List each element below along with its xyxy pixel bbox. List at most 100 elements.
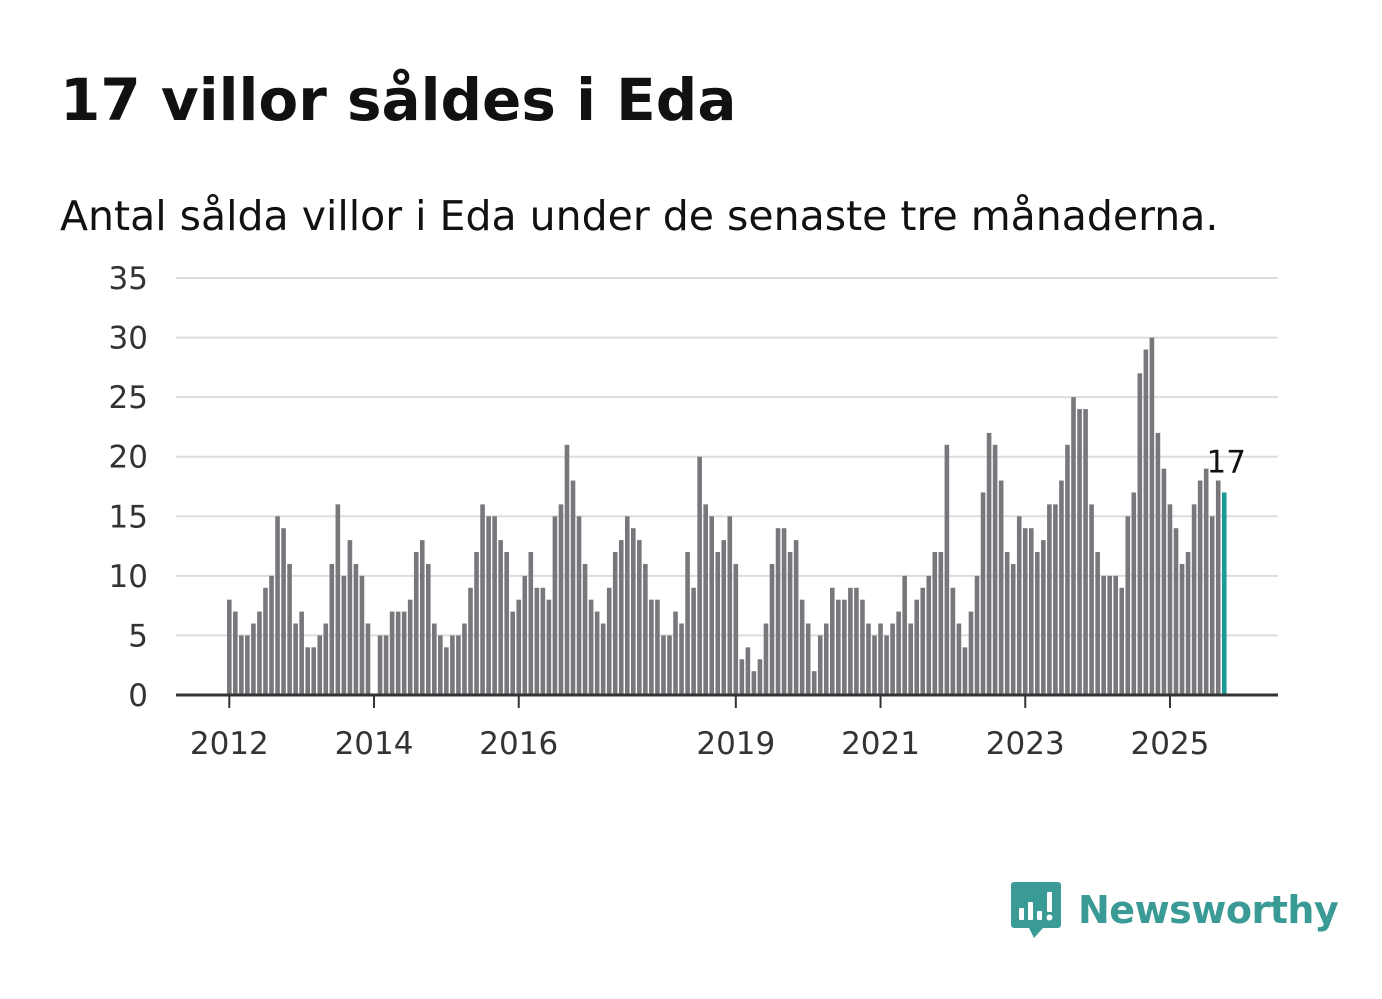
bar [1173,528,1179,695]
bar [715,552,721,695]
bar [896,611,901,695]
bar [233,611,238,695]
bar [1161,468,1167,695]
bar [588,599,594,695]
bar [1010,563,1016,695]
bar [992,444,998,695]
bar [522,575,528,695]
bar [377,635,383,695]
bar [763,623,769,695]
bar [655,599,660,695]
bar [618,540,624,695]
bar [998,480,1004,695]
bar [938,552,944,695]
bar [594,611,600,695]
bar [341,575,347,695]
x-tick-label-2023: 2023 [986,726,1065,762]
bar [1197,480,1203,695]
bar [407,599,413,695]
y-tick-label-10: 10 [109,559,148,595]
bar [359,575,365,695]
bar [1053,504,1058,695]
bar [540,587,546,695]
bar [854,587,859,695]
bar [486,516,491,695]
bar [1131,492,1137,695]
bar [528,552,534,695]
x-tick-label-2021: 2021 [841,726,920,762]
bar [1119,587,1125,695]
bar [950,587,956,695]
bar [1185,552,1191,695]
bar [1059,480,1064,695]
bar [902,575,907,695]
bar [709,516,714,695]
bar [679,623,684,695]
bar [425,563,431,695]
bar [1125,516,1131,695]
bar [365,623,371,695]
bar [860,599,865,695]
bar [1143,349,1149,695]
bar [974,575,980,695]
bar [546,599,552,695]
bar [239,635,244,695]
x-tick-label-2019: 2019 [696,726,775,762]
bar [299,611,304,695]
bar [775,528,781,695]
bar-highlight [1221,492,1227,695]
bar [612,552,618,695]
bar [1047,504,1052,695]
bar [269,575,274,695]
bar [263,587,268,695]
bar [444,647,449,695]
bar [811,671,817,695]
bar [1022,528,1028,695]
bar [908,623,913,695]
bar [884,635,889,695]
bar [1107,575,1112,695]
bar [1083,409,1088,695]
bar [1191,504,1197,695]
bar [281,528,286,695]
bar [649,599,654,695]
data-label-latest: 17 [1207,444,1246,480]
bar [932,552,938,695]
bar [419,540,425,695]
bar [799,599,805,695]
bar [582,563,588,695]
brand-name: Newsworthy [1078,888,1339,932]
bar [552,516,558,695]
bar [1149,337,1155,695]
bar [1028,528,1034,695]
bar [962,647,968,695]
bar [745,647,751,695]
bar [842,599,847,695]
bar [703,504,708,695]
bar [872,635,877,695]
bar [1209,516,1215,695]
bar [432,623,437,695]
bar [564,444,570,695]
bar [751,671,757,695]
y-tick-label-15: 15 [109,499,148,535]
bar [311,647,317,695]
bar [516,599,522,695]
bar [480,504,485,695]
bar [293,623,298,695]
bar [383,635,389,695]
x-tick-label-2025: 2025 [1131,726,1210,762]
bar [456,635,461,695]
y-tick-label-35: 35 [109,261,148,297]
bar [944,444,950,695]
bar [245,635,250,695]
bar [401,611,407,695]
bar [968,611,974,695]
bar [353,563,359,695]
bar [413,552,419,695]
bar [1035,552,1040,695]
bar [739,659,745,695]
y-tick-label-5: 5 [128,618,148,654]
bar [1089,504,1094,695]
bar [667,635,672,695]
